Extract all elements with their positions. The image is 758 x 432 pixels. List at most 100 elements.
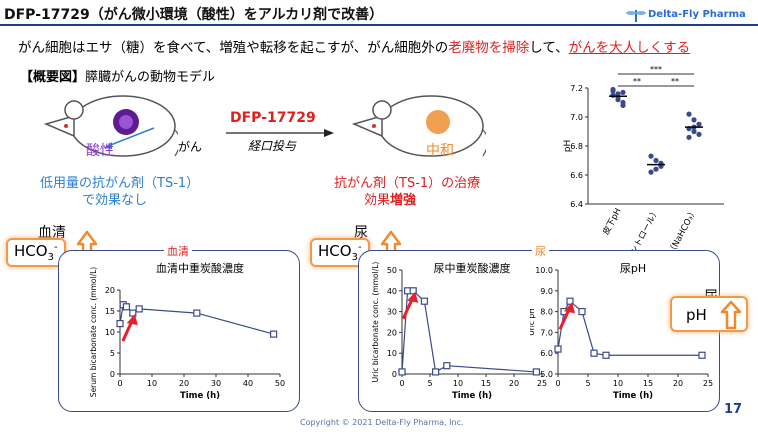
data-point: [602, 351, 610, 359]
data-point: [116, 319, 124, 328]
right-caption-line1: 抗がん剤（TS-1）の治療: [334, 176, 481, 191]
chart-title: 血清中重炭酸濃度: [156, 261, 244, 275]
data-point: [554, 345, 562, 353]
y-tick-label: 50: [387, 266, 397, 275]
y-tick-label: 7.0: [570, 113, 583, 122]
x-tick-label: 20: [673, 379, 683, 388]
x-tick-label: 10: [147, 379, 157, 388]
overview-heading-text: 膵臓がんの動物モデル: [85, 70, 216, 85]
page-title: DFP-17729（がん微小環境（酸性）をアルカリ剤で改善）: [4, 7, 384, 23]
x-tick-label: 25: [703, 379, 713, 388]
y-tick-label: 6.6: [570, 171, 583, 180]
urine-ph-text: pH: [686, 306, 707, 324]
urine-ph-up-arrow-icon: [720, 300, 742, 330]
data-point: [653, 157, 659, 164]
right-caption-effect: 効果: [364, 193, 391, 208]
serum-hco3-sup: -: [53, 242, 58, 253]
overview-heading-label: 【概要図】: [20, 70, 86, 85]
drug-name: DFP-17729: [230, 110, 316, 126]
data-point: [135, 305, 143, 313]
chart-title: 尿pH: [620, 262, 646, 275]
data-point: [686, 111, 692, 117]
y-tick-label: 5.0: [540, 370, 553, 379]
y-tick-label: 8.0: [540, 308, 553, 317]
y-tick-label: 5: [110, 349, 115, 358]
dragonfly-icon: [626, 10, 646, 22]
y-axis-label: Serum bicarbonate conc. (mmol/L): [89, 267, 98, 397]
serum-hco3-box: HCO3-: [6, 238, 66, 267]
data-point: [578, 307, 586, 316]
serum-bicarbonate-chart: 血清中重炭酸濃度 0 5 10 15 20 0 10 20 30 40 50 Time (h) Serum…: [89, 261, 285, 401]
left-caption-line2: で効果なし: [82, 193, 148, 208]
urine-hco3-sup: -: [357, 242, 362, 253]
left-caption-line1: 低用量の抗がん剤（TS-1）: [40, 176, 200, 191]
y-tick-label: 30: [387, 308, 397, 317]
route-label: 経口投与: [248, 139, 297, 153]
x-tick-label: 50: [275, 379, 285, 388]
y-axis-label: pH: [563, 140, 573, 152]
copyright: Copyright © 2021 Delta-Fly Pharma, Inc.: [300, 418, 464, 427]
x-tick-label: 10: [613, 379, 623, 388]
x-tick-label: 15: [643, 379, 653, 388]
x-tick-label: 30: [211, 379, 221, 388]
significance-label: **: [671, 77, 679, 86]
y-tick-label: 10.0: [535, 266, 553, 275]
urine-hco3-sub: 3: [351, 252, 358, 263]
y-tick-label: 6.0: [540, 349, 553, 358]
x-tick-label: 20: [509, 379, 519, 388]
serum-panel-tag: 血清: [164, 243, 192, 259]
treatment-arrow: [226, 129, 334, 137]
urine-panel-tag: 尿: [532, 243, 549, 259]
page-number: 17: [724, 402, 743, 417]
significance-label: ***: [650, 65, 662, 74]
data-point: [420, 297, 429, 305]
data-point: [620, 102, 626, 108]
data-point: [698, 351, 706, 359]
subtitle-part1: がん細胞はエサ（糖）を食べて、増殖や転移を起こすが、がん細胞外の: [18, 40, 449, 56]
y-tick-label: 0: [392, 370, 397, 379]
x-tick-label: 25: [537, 379, 547, 388]
data-point: [431, 368, 440, 376]
x-tick-label: 40: [243, 379, 253, 388]
subtitle-part3: して、: [529, 40, 569, 56]
y-tick-label: 20: [105, 286, 115, 295]
acidic-label: 酸性: [86, 143, 114, 159]
x-tick-label: 皮下pH: [600, 206, 623, 237]
x-axis-label: Time (h): [180, 391, 220, 401]
highlight-arrow-head: [564, 302, 575, 314]
cancer-label: がん: [178, 140, 203, 154]
y-axis-label: Uric bicarbonate conc. (mmol/L): [371, 262, 380, 383]
ph-scatter-chart: 6.46.66.87.07.2pH皮下pH腫瘍内pH（コントロール）腫瘍内pH（…: [563, 65, 724, 260]
cancer-pointer-arrow: [104, 127, 155, 149]
data-point: [532, 368, 540, 376]
data-point: [620, 89, 626, 95]
subtitle-highlight2: がんを大人しくする: [568, 40, 691, 56]
serum-panel: [58, 250, 300, 412]
data-point: [443, 362, 451, 370]
y-tick-label: 7.2: [570, 84, 583, 93]
highlight-arrow-head: [407, 291, 419, 303]
data-point: [686, 134, 692, 140]
series-line: [119, 303, 274, 335]
data-point: [270, 330, 278, 338]
y-axis-label: Uric pH: [530, 308, 536, 336]
y-tick-label: 10: [105, 328, 115, 337]
data-point: [122, 303, 131, 311]
data-point: [610, 92, 616, 98]
data-point: [398, 368, 406, 376]
serum-hco3-sub: 3: [47, 252, 54, 263]
x-tick-label: 0: [117, 379, 122, 388]
brand-logo: [626, 8, 646, 27]
significance-label: **: [633, 77, 641, 86]
x-axis-label: Time (h): [613, 391, 653, 401]
mouse-left-illustration: [43, 95, 178, 157]
y-tick-label: 0: [110, 370, 115, 379]
neutral-label: 中和: [426, 143, 454, 159]
data-point: [696, 121, 702, 127]
header-divider: [0, 24, 758, 26]
y-tick-label: 20: [387, 328, 397, 337]
urine-ph-box: pH: [670, 296, 748, 332]
mouse-right-illustration: [351, 95, 486, 157]
serum-label: 血清: [38, 225, 66, 241]
data-point: [409, 287, 417, 295]
